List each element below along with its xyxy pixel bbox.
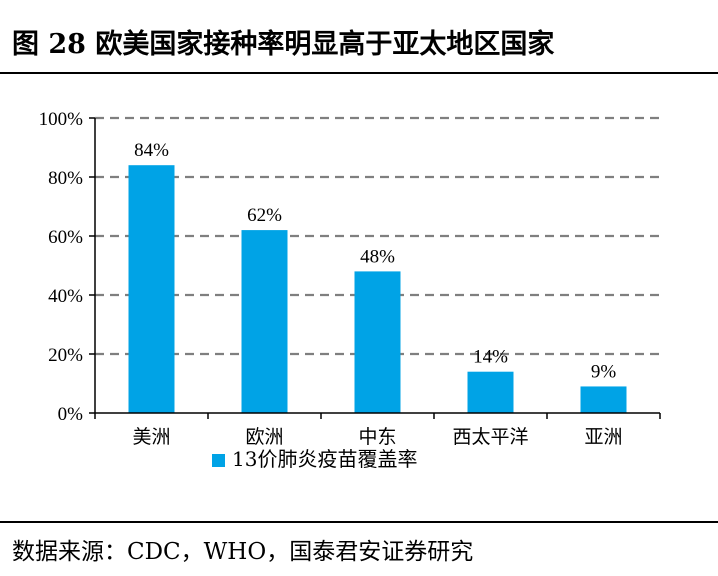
data-label: 62% xyxy=(247,205,282,226)
bottom-rule xyxy=(0,521,718,523)
data-label: 14% xyxy=(473,347,508,368)
legend-label: 13价肺炎疫苗覆盖率 xyxy=(232,447,417,471)
gridlines xyxy=(95,116,660,356)
labels: 0% 20% 40% 60% 80% 100% 84% 美洲 62% 欧洲 48% 中东 14% 西太平洋… xyxy=(39,109,623,448)
data-label: 9% xyxy=(591,361,617,382)
x-category-label: 亚洲 xyxy=(584,426,622,448)
x-category-label: 中东 xyxy=(358,426,396,448)
bar xyxy=(467,371,514,413)
y-tick-label: 40% xyxy=(48,286,83,307)
bar xyxy=(128,165,175,413)
bar xyxy=(241,230,288,413)
source-note: 数据来源：CDC，WHO，国泰君安证券研究 xyxy=(12,539,474,565)
x-category-label: 欧洲 xyxy=(245,426,283,448)
y-tick-label: 20% xyxy=(48,345,83,366)
legend: 13价肺炎疫苗覆盖率 xyxy=(212,447,417,471)
y-tick-label: 100% xyxy=(39,109,84,130)
x-category-label: 美洲 xyxy=(132,426,170,448)
top-rule xyxy=(0,72,718,74)
x-category-label: 西太平洋 xyxy=(452,426,528,448)
data-label: 48% xyxy=(360,246,395,267)
bar xyxy=(580,386,627,413)
bars xyxy=(128,165,627,413)
data-label: 84% xyxy=(134,140,169,161)
y-tick-label: 80% xyxy=(48,168,83,189)
y-tick-label: 60% xyxy=(48,227,83,248)
legend-swatch xyxy=(212,454,225,467)
bar xyxy=(354,271,401,413)
y-tick-label: 0% xyxy=(58,404,84,425)
axes xyxy=(89,117,661,419)
figure-title: 图 28 欧美国家接种率明显高于亚太地区国家 xyxy=(12,29,555,60)
